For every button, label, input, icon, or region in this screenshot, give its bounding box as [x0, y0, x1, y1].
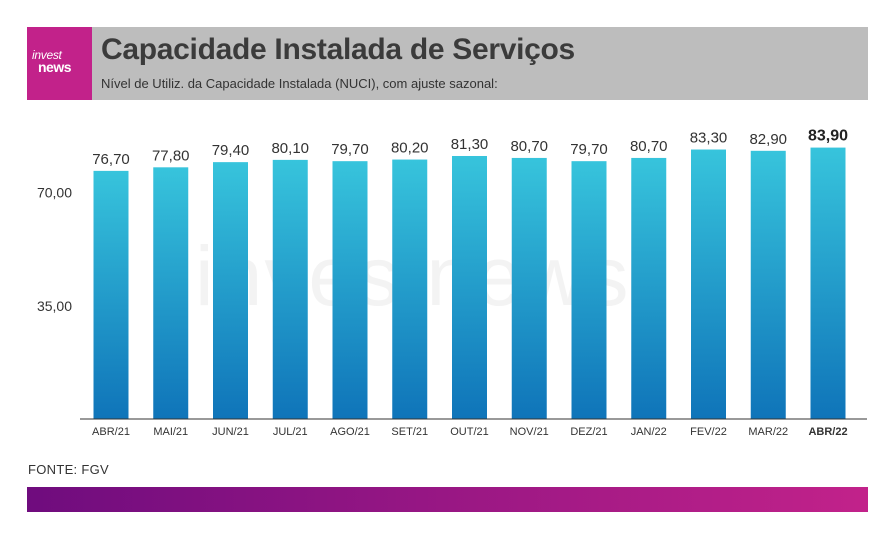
bar-value-label: 79,40: [212, 142, 250, 159]
x-tick-label: JUL/21: [273, 426, 308, 438]
x-tick-label: ABR/22: [808, 426, 847, 438]
bar-value-label: 80,20: [391, 140, 429, 157]
x-tick-label: MAR/22: [748, 426, 788, 438]
value-labels: 76,70 77,80 79,40 80,10 79,70 80,20 81,30 80,70…: [92, 128, 848, 168]
x-tick-label: NOV/21: [510, 426, 549, 438]
x-axis-labels: ABR/21 MAI/21 JUN/21 JUL/21 AGO/21 SET/21 OUT/…: [92, 426, 848, 438]
bar: [810, 147, 846, 419]
y-tick-label: 70,00: [37, 185, 72, 201]
investnews-logo: invest news: [27, 27, 92, 100]
x-tick-label: AGO/21: [330, 426, 370, 438]
bar: [153, 167, 189, 419]
bar: [272, 159, 308, 419]
bars: [93, 147, 846, 420]
bar: [213, 162, 248, 420]
logo-text-invest: invest: [32, 48, 62, 62]
bar-value-label: 79,70: [570, 141, 608, 158]
y-tick-label: 35,00: [37, 298, 72, 314]
chart-subtitle: Nível de Utiliz. da Capacidade Instalada…: [101, 76, 498, 91]
bar-value-label: 80,10: [271, 140, 309, 157]
x-tick-label: MAI/21: [153, 426, 188, 438]
bar-value-label: 82,90: [749, 131, 787, 148]
bar-value-label: 83,90: [808, 128, 848, 145]
bar-value-label: 77,80: [152, 147, 190, 164]
x-tick-label: JAN/22: [631, 426, 667, 438]
logo-text-news: news: [38, 59, 72, 75]
x-tick-label: JUN/21: [212, 426, 249, 438]
bar: [631, 157, 667, 420]
bar: [571, 161, 607, 419]
bar-value-label: 81,30: [451, 136, 489, 153]
bar-value-label: 80,70: [630, 138, 668, 155]
x-tick-label: ABR/21: [92, 426, 130, 438]
bar-value-label: 83,30: [690, 130, 728, 147]
bar: [332, 161, 368, 419]
bar: [452, 155, 487, 419]
bar-value-label: 80,70: [510, 138, 548, 155]
x-tick-label: FEV/22: [690, 426, 727, 438]
x-tick-label: OUT/21: [450, 426, 489, 438]
footer-bar: [27, 487, 868, 512]
x-tick-label: SET/21: [391, 426, 428, 438]
bar-value-label: 79,70: [331, 141, 369, 158]
bar: [750, 150, 786, 420]
bar: [392, 159, 428, 420]
bar: [511, 157, 547, 420]
x-tick-label: DEZ/21: [570, 426, 607, 438]
y-axis-labels: 35,00 70,00: [37, 185, 72, 314]
chart-title: Capacidade Instalada de Serviços: [101, 33, 575, 66]
bar: [93, 170, 129, 419]
source-note: FONTE: FGV: [28, 462, 109, 477]
bar-value-label: 76,70: [92, 151, 130, 168]
bar: [691, 149, 726, 419]
chart-header: Capacidade Instalada de Serviços Nível d…: [92, 27, 868, 100]
